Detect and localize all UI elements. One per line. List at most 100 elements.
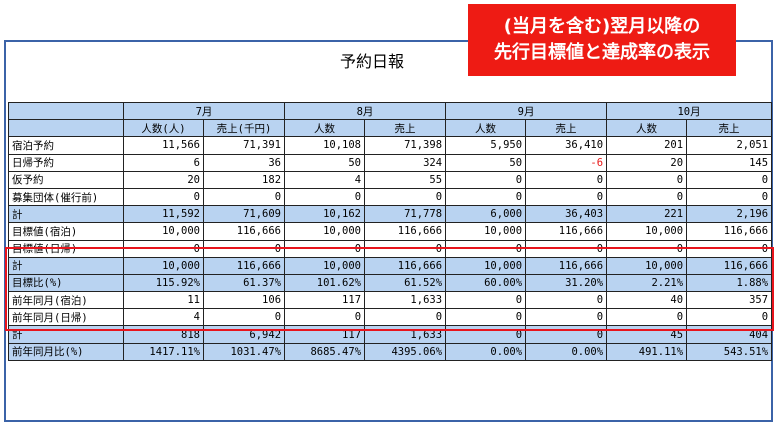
table-cell: 0 — [202, 239, 286, 258]
table-cell: 71,398 — [364, 136, 447, 155]
table-cell: 101.62% — [284, 273, 366, 293]
table-cell: 0 — [202, 187, 286, 207]
row-label: 計 — [8, 205, 124, 224]
table-cell: 10,000 — [284, 222, 366, 241]
table-cell: 1,633 — [364, 325, 447, 344]
table-cell: 6 — [123, 153, 204, 172]
table-cell: 61.52% — [364, 273, 447, 293]
banner-line-2: 先行目標値と達成率の表示 — [494, 42, 710, 63]
table-cell: 4395.06% — [364, 342, 447, 361]
table-cell: 50 — [284, 153, 366, 172]
header-corner — [8, 119, 124, 138]
table-cell: 10,000 — [445, 222, 527, 241]
table-cell: 0 — [525, 291, 608, 310]
table-cell: 11,566 — [123, 136, 204, 155]
row-label: 目標値(宿泊) — [8, 222, 124, 241]
row-label: 宿泊予約 — [8, 136, 124, 155]
table-cell: 0 — [123, 187, 204, 207]
row-label: 目標比(%) — [8, 273, 124, 293]
sub-header: 人数 — [284, 119, 366, 138]
sub-header-row: 人数(人) 売上(千円) 人数 売上 人数 売上 人数 売上 — [8, 119, 773, 138]
sub-header: 売上 — [686, 119, 773, 138]
table-cell: 71,391 — [202, 136, 286, 155]
table-cell: 10,108 — [284, 136, 366, 155]
sub-header: 売上(千円) — [202, 119, 286, 138]
table-cell: 0 — [445, 291, 527, 310]
table-cell: 20 — [123, 170, 204, 189]
month-header: 9月 — [445, 101, 608, 121]
table-cell: 11,592 — [123, 205, 204, 224]
row-label: 募集団体(催行前) — [8, 187, 124, 207]
table-cell: 71,778 — [364, 205, 447, 224]
table-cell: 60.00% — [445, 273, 527, 293]
table-cell: 116,666 — [202, 256, 286, 275]
table-cell: 0 — [686, 170, 773, 189]
table-row: 計 11,592 71,609 10,162 71,778 6,000 36,403 221 2… — [8, 205, 773, 224]
row-label: 計 — [8, 256, 124, 275]
table-cell: 0 — [284, 239, 366, 258]
sub-header: 人数(人) — [123, 119, 204, 138]
row-label: 日帰予約 — [8, 153, 124, 172]
header-corner — [8, 101, 124, 121]
table-cell: 8685.47% — [284, 342, 366, 361]
report-title: 予約日報 — [340, 52, 405, 71]
table-cell: 36,403 — [525, 205, 608, 224]
sub-header: 人数 — [606, 119, 688, 138]
table-row: 日帰予約 6 36 50 324 50 -6 20 145 — [8, 153, 773, 172]
table-cell: 55 — [364, 170, 447, 189]
table-cell: 116,666 — [525, 222, 608, 241]
table-cell: 116,666 — [686, 256, 773, 275]
table-cell: -6 — [525, 153, 608, 172]
table-cell: 0 — [445, 239, 527, 258]
row-label: 前年同月(日帰) — [8, 308, 124, 327]
table-cell: 36,410 — [525, 136, 608, 155]
table-cell: 45 — [606, 325, 688, 344]
table-row: 目標値(日帰) 0 0 0 0 0 0 0 0 — [8, 239, 773, 258]
table-cell: 116,666 — [364, 256, 447, 275]
month-header: 10月 — [606, 101, 773, 121]
table-cell: 117 — [284, 291, 366, 310]
table-cell: 0.00% — [525, 342, 608, 361]
table-row: 計 818 6,942 117 1,633 0 0 45 404 — [8, 325, 773, 344]
table-cell: 1.88% — [686, 273, 773, 293]
table-cell: 116,666 — [525, 256, 608, 275]
table-cell: 2.21% — [606, 273, 688, 293]
table-cell: 10,000 — [123, 256, 204, 275]
table-cell: 11 — [123, 291, 204, 310]
table-cell: 0 — [686, 308, 773, 327]
table-cell: 50 — [445, 153, 527, 172]
table-cell: 201 — [606, 136, 688, 155]
row-label: 目標値(日帰) — [8, 239, 124, 258]
table-cell: 10,000 — [284, 256, 366, 275]
table-cell: 0 — [525, 170, 608, 189]
table-cell: 0 — [445, 170, 527, 189]
table-cell: 6,000 — [445, 205, 527, 224]
annotation-banner: (当月を含む)翌月以降の 先行目標値と達成率の表示 — [468, 4, 736, 76]
table-cell: 0 — [284, 308, 366, 327]
table-cell: 0 — [123, 239, 204, 258]
row-label: 計 — [8, 325, 124, 344]
row-label: 前年同月比(%) — [8, 342, 124, 361]
row-label: 仮予約 — [8, 170, 124, 189]
table-cell: 116,666 — [202, 222, 286, 241]
table-cell: 4 — [284, 170, 366, 189]
table-cell: 324 — [364, 153, 447, 172]
table-cell: 0 — [606, 170, 688, 189]
table-cell: 0 — [525, 187, 608, 207]
sub-header: 売上 — [364, 119, 447, 138]
table-row: 前年同月(日帰) 4 0 0 0 0 0 0 0 — [8, 308, 773, 327]
table-cell: 31.20% — [525, 273, 608, 293]
table-cell: 182 — [202, 170, 286, 189]
table-cell: 145 — [686, 153, 773, 172]
table-cell: 1031.47% — [202, 342, 286, 361]
table-cell: 491.11% — [606, 342, 688, 361]
table-cell: 357 — [686, 291, 773, 310]
month-header: 7月 — [122, 101, 286, 121]
table-cell: 106 — [202, 291, 286, 310]
table-cell: 116,666 — [364, 222, 447, 241]
row-label: 前年同月(宿泊) — [8, 291, 124, 310]
table-cell: 2,051 — [686, 136, 773, 155]
table-cell: 1417.11% — [123, 342, 204, 361]
table-cell: 404 — [686, 325, 773, 344]
reservation-table: 7月 8月 9月 10月 人数(人) 売上(千円) 人数 売上 人数 売上 人数… — [8, 101, 773, 361]
